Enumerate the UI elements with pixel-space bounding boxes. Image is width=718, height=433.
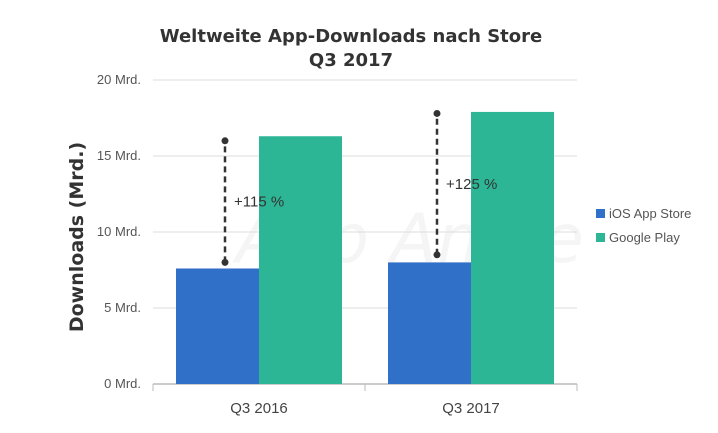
annotation-label: +115 % [234, 194, 284, 211]
y-tick-label: 20 Mrd. [97, 72, 141, 87]
chart-subtitle: Q3 2017 [309, 50, 393, 71]
y-tick-label: 5 Mrd. [104, 300, 141, 315]
growth-annotation: +125 % [433, 109, 497, 259]
legend-label: iOS App Store [609, 206, 691, 221]
plot-area: 0 Mrd. 5 Mrd. 10 Mrd. 15 Mrd. 20 Mrd. Q3 2016… [97, 72, 578, 417]
bar-group [176, 136, 342, 384]
legend-item: iOS App Store [596, 206, 691, 221]
bar-ios-app-store [176, 268, 259, 384]
y-tick-label: 15 Mrd. [97, 148, 141, 163]
annotation-dot [433, 109, 441, 117]
annotation-dot [221, 137, 229, 145]
bar-google-play [259, 136, 342, 384]
annotation-dot [221, 258, 229, 266]
annotation-dot [433, 251, 441, 259]
legend-label: Google Play [609, 230, 680, 245]
bar-group [388, 111, 554, 385]
y-axis-label: Downloads (Mrd.) [66, 142, 88, 332]
legend-item: Google Play [596, 230, 680, 245]
bar-google-play [471, 111, 554, 385]
y-tick-label: 10 Mrd. [97, 224, 141, 239]
bar-ios-app-store [388, 262, 471, 384]
x-tick-label: Q3 2017 [442, 400, 500, 417]
y-tick-label: 0 Mrd. [104, 376, 141, 391]
legend-swatch [596, 209, 605, 218]
annotation-label: +125 % [446, 176, 497, 193]
legend-swatch [596, 233, 605, 242]
growth-annotation: +115 % [221, 137, 284, 266]
legend: iOS App Store Google Play [596, 206, 691, 245]
chart-title: Weltweite App-Downloads nach Store [160, 26, 542, 47]
x-tick-label: Q3 2016 [230, 400, 288, 417]
